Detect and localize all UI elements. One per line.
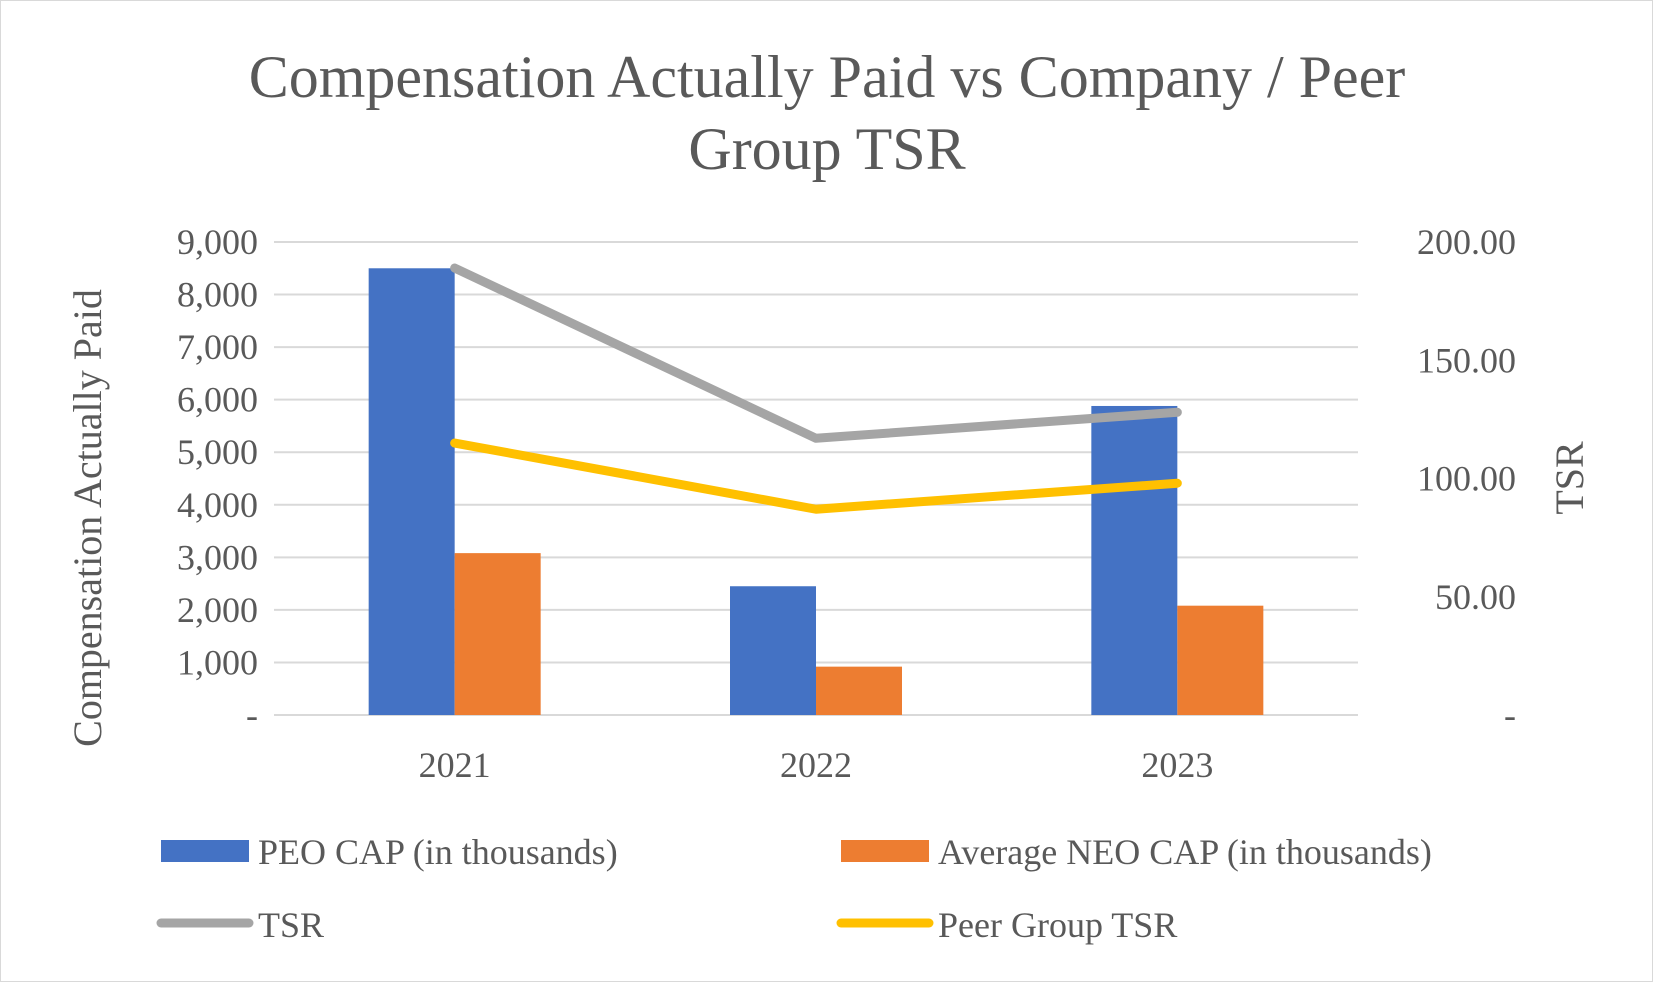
legend-label-peer-tsr: Peer Group TSR	[938, 905, 1177, 945]
x-tick-label: 2023	[1141, 745, 1213, 785]
y-tick-label: 3,000	[177, 537, 258, 577]
y-tick-label: 8,000	[177, 275, 258, 315]
x-tick-label: 2021	[419, 745, 491, 785]
y2-axis-ticks: - 50.00 100.00 150.00 200.00	[1417, 222, 1516, 735]
y-tick-label: 7,000	[177, 327, 258, 367]
legend-item-peer-tsr[interactable]: Peer Group TSR	[836, 905, 1177, 945]
bar-peo-cap-in-thousands-2022	[730, 586, 816, 715]
bar-average-neo-cap-in-thousands-2022	[816, 666, 902, 715]
bar-average-neo-cap-in-thousands-2021	[454, 553, 541, 715]
bar-peo-cap-in-thousands-2023	[1091, 405, 1178, 715]
legend-label-neo-cap: Average NEO CAP (in thousands)	[938, 832, 1432, 872]
y-tick-label: 4,000	[177, 485, 258, 525]
y-axis-ticks: - 1,000 2,000 3,000 4,000 5,000 6,000 7,000 8,00…	[177, 222, 258, 735]
line-peer-group-tsr	[450, 438, 1182, 514]
x-tick-label: 2022	[780, 745, 852, 785]
y-tick-label: 2,000	[177, 590, 258, 630]
y2-tick-label: 200.00	[1417, 222, 1516, 262]
bars	[368, 268, 1264, 715]
legend-item-peo-cap[interactable]: PEO CAP (in thousands)	[161, 832, 618, 872]
legend-swatch-neo-cap	[841, 840, 929, 862]
chart-title-line-2: Group TSR	[688, 116, 965, 182]
y2-tick-label: 100.00	[1417, 459, 1516, 499]
legend-item-tsr[interactable]: TSR	[156, 905, 324, 945]
y-tick-label: 6,000	[177, 380, 258, 420]
line-tsr	[450, 263, 1182, 443]
legend: PEO CAP (in thousands) Average NEO CAP (…	[156, 832, 1432, 945]
legend-label-peo-cap: PEO CAP (in thousands)	[258, 832, 618, 872]
chart-title-line-1: Compensation Actually Paid vs Company / …	[249, 44, 1406, 110]
lines	[450, 263, 1182, 514]
bar-peo-cap-in-thousands-2021	[368, 268, 455, 715]
y2-tick-label: -	[1504, 695, 1516, 735]
y-axis-title: Compensation Actually Paid	[65, 289, 110, 747]
x-axis-ticks: 2021 2022 2023	[419, 745, 1214, 785]
bar-average-neo-cap-in-thousands-2023	[1177, 605, 1264, 715]
y-tick-label: 9,000	[177, 222, 258, 262]
legend-label-tsr: TSR	[258, 905, 324, 945]
y-tick-label: -	[246, 695, 258, 735]
y2-tick-label: 50.00	[1435, 577, 1516, 617]
legend-swatch-peo-cap	[161, 840, 249, 862]
legend-item-neo-cap[interactable]: Average NEO CAP (in thousands)	[841, 832, 1432, 872]
y-tick-label: 5,000	[177, 432, 258, 472]
y2-axis-title: TSR	[1547, 441, 1592, 515]
y2-tick-label: 150.00	[1417, 340, 1516, 380]
y-tick-label: 1,000	[177, 642, 258, 682]
